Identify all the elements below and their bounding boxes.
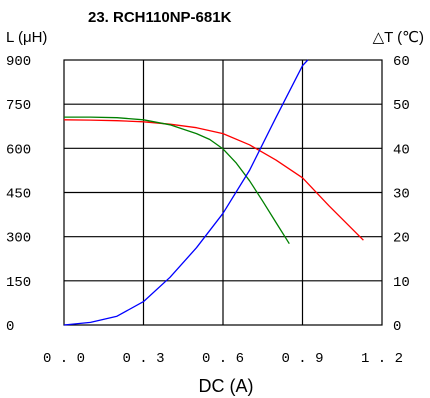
left-tick-label: 0 xyxy=(6,319,14,335)
left-axis-ticks: 900 750 600 450 300 150 0 xyxy=(6,54,31,335)
x-tick-label: 0 . 6 xyxy=(202,351,244,367)
right-tick-label: 50 xyxy=(393,98,410,114)
right-axis-ticks: 60 50 40 30 20 10 0 xyxy=(393,54,410,335)
left-tick-label: 450 xyxy=(6,187,31,203)
x-axis-label: DC (A) xyxy=(199,376,254,396)
series-line-3 xyxy=(63,59,309,326)
series-line-2 xyxy=(64,116,290,245)
plot-frame xyxy=(63,59,383,326)
right-tick-label: 40 xyxy=(393,142,410,158)
left-tick-label: 900 xyxy=(6,54,31,70)
x-tick-label: 1 . 2 xyxy=(361,351,403,367)
series-lines xyxy=(63,59,364,326)
x-axis-ticks: 0 . 0 0 . 3 0 . 6 0 . 9 1 . 2 xyxy=(43,351,403,367)
left-axis-unit: L (μH) xyxy=(6,29,47,46)
left-tick-label: 150 xyxy=(6,275,31,291)
chart-title: 23. RCH110NP-681K xyxy=(88,9,232,26)
left-tick-label: 600 xyxy=(6,142,31,158)
left-tick-label: 750 xyxy=(6,98,31,114)
right-tick-label: 60 xyxy=(393,54,410,70)
right-tick-label: 30 xyxy=(393,187,410,203)
series-line-1 xyxy=(63,119,364,241)
x-tick-label: 0 . 0 xyxy=(43,351,85,367)
left-tick-label: 300 xyxy=(6,231,31,247)
right-tick-label: 20 xyxy=(393,231,410,247)
grid-lines xyxy=(64,60,382,325)
x-tick-label: 0 . 9 xyxy=(281,351,323,367)
x-tick-label: 0 . 3 xyxy=(122,351,164,367)
right-tick-label: 0 xyxy=(393,319,401,335)
right-axis-unit: △T (℃) xyxy=(373,29,424,46)
right-tick-label: 10 xyxy=(393,275,410,291)
